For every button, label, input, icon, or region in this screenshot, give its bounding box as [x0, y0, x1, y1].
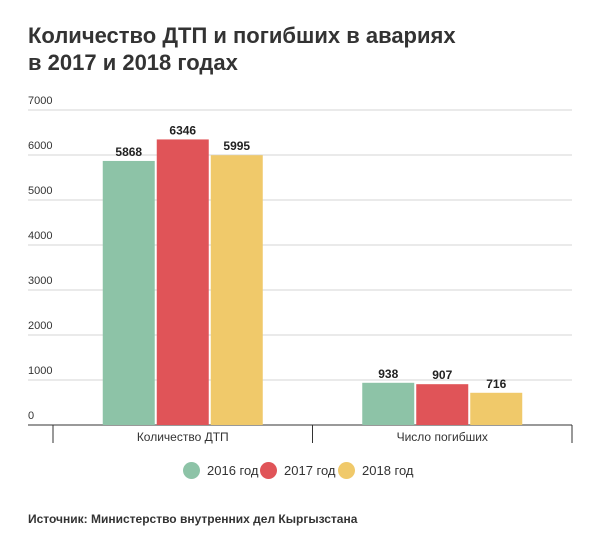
bar-value-label: 6346	[169, 123, 196, 137]
y-tick-label: 3000	[28, 275, 52, 287]
legend-label-2017: 2017 год	[284, 463, 336, 478]
y-tick-label: 6000	[28, 140, 52, 152]
chart-title: Количество ДТП и погибших в авариях в 20…	[28, 22, 588, 76]
legend-item-2018: 2018 год	[338, 462, 414, 479]
bar-value-label: 5868	[115, 145, 142, 159]
bar	[102, 160, 155, 425]
y-tick-label: 5000	[28, 185, 52, 197]
bar	[362, 382, 415, 425]
legend-item-2016: 2016 год	[183, 462, 259, 479]
legend-swatch-2018	[338, 462, 355, 479]
bar	[156, 139, 209, 425]
y-tick-label: 0	[28, 410, 34, 422]
y-tick-label: 4000	[28, 230, 52, 242]
chart-legend: 2016 год 2017 год 2018 год	[0, 462, 600, 486]
bar-value-label: 5995	[223, 139, 250, 153]
y-tick-label: 1000	[28, 365, 52, 377]
bar	[470, 392, 523, 425]
x-tick-label: Количество ДТП	[137, 430, 229, 444]
y-tick-label: 7000	[28, 95, 52, 107]
bar	[416, 384, 469, 425]
legend-label-2018: 2018 год	[362, 463, 414, 478]
bar-value-label: 716	[486, 377, 506, 391]
bar-chart: 0 1000 2000 3000 4000 5000 6000 7000 5868 6346 599…	[28, 95, 573, 444]
y-tick-label: 2000	[28, 320, 52, 332]
x-tick-label: Число погибших	[397, 430, 488, 444]
bar-value-label: 938	[378, 367, 398, 381]
legend-label-2016: 2016 год	[207, 463, 259, 478]
chart-title-line-1: Количество ДТП и погибших в авариях	[28, 23, 456, 48]
source-note: Источник: Министерство внутренних дел Кы…	[28, 512, 358, 526]
bar	[210, 155, 263, 425]
bar-value-label: 907	[432, 368, 452, 382]
legend-swatch-2016	[183, 462, 200, 479]
legend-swatch-2017	[260, 462, 277, 479]
legend-item-2017: 2017 год	[260, 462, 336, 479]
chart-title-line-2: в 2017 и 2018 годах	[28, 50, 238, 75]
